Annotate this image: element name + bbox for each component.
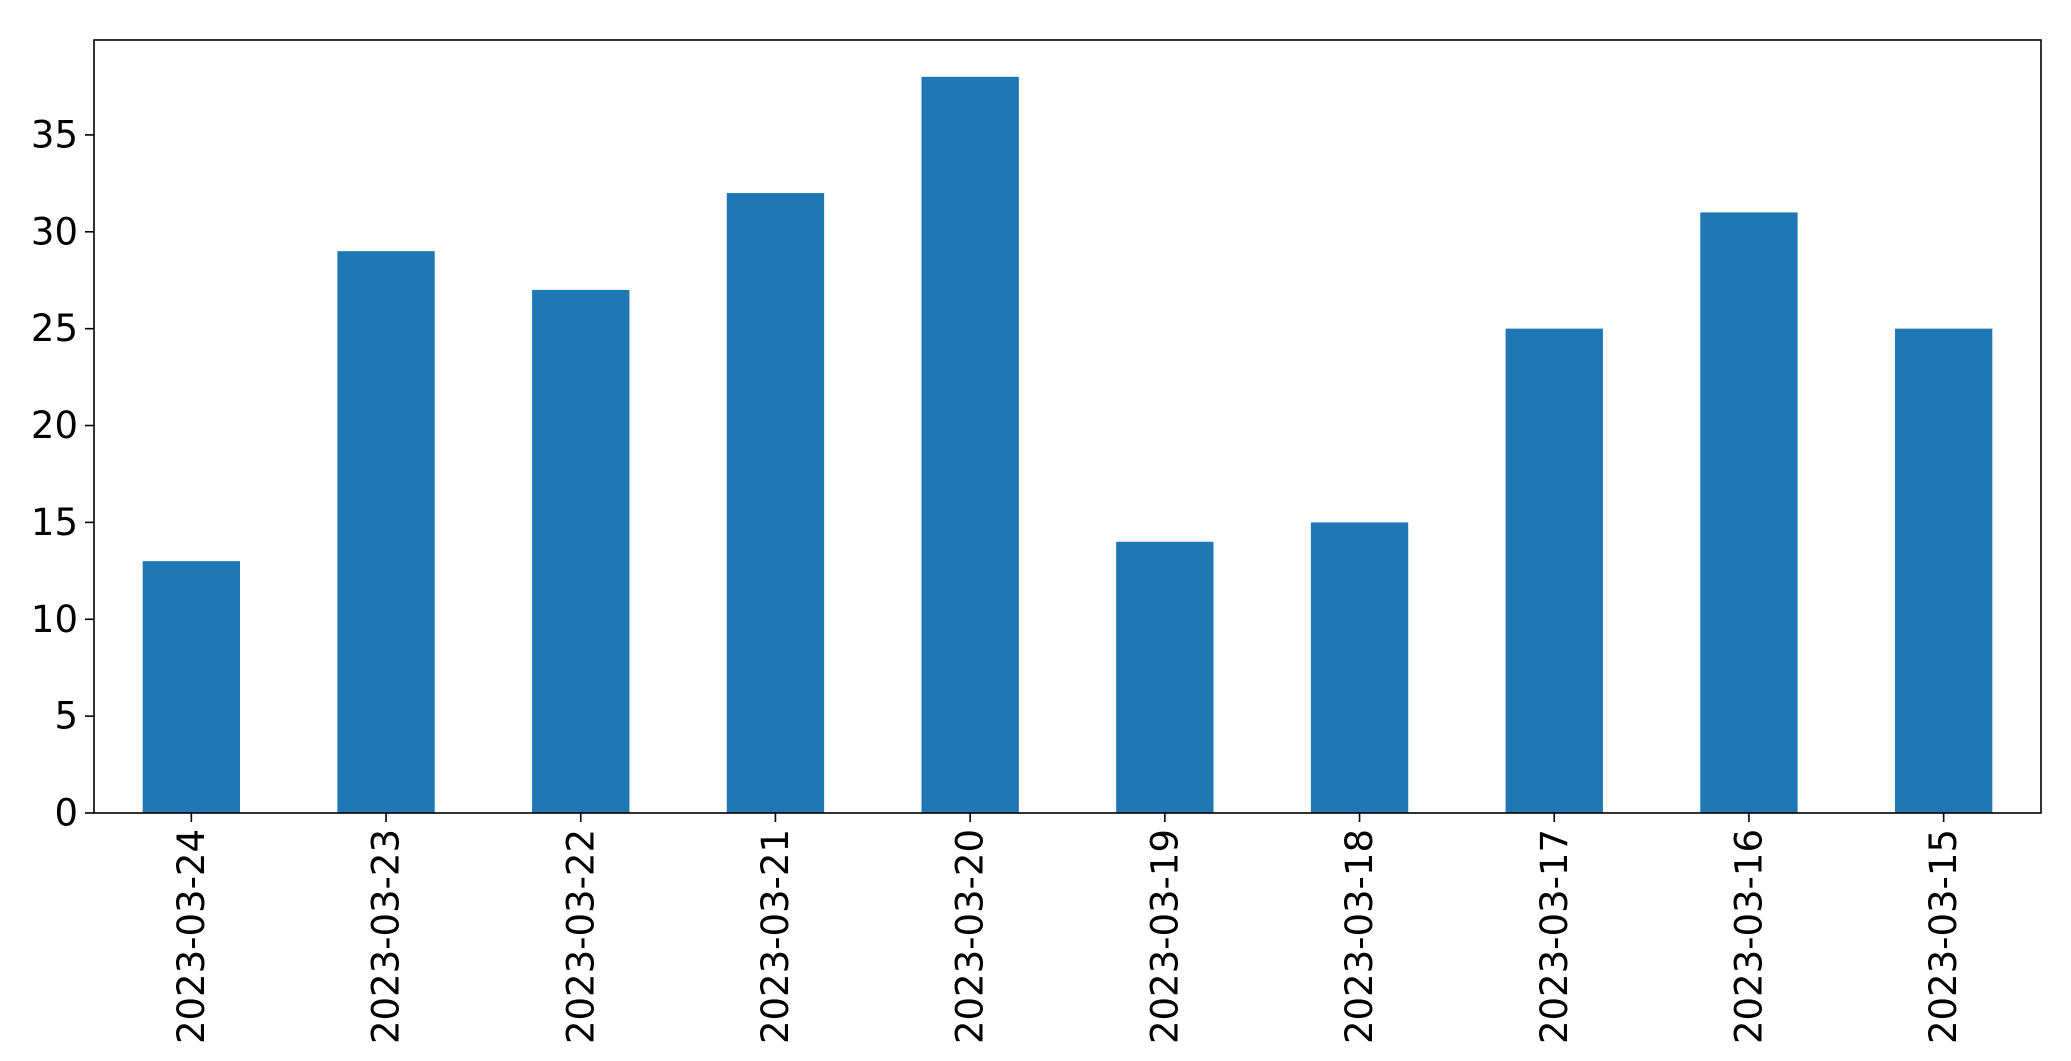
bar-2023-03-23 <box>337 251 435 814</box>
x-tick-label: 2023-03-19 <box>1143 829 1186 1044</box>
y-tick-label: 25 <box>31 307 78 350</box>
x-tick-label: 2023-03-22 <box>559 829 602 1044</box>
bar-2023-03-17 <box>1505 328 1603 813</box>
bar-2023-03-21 <box>726 193 825 814</box>
x-tick-label: 2023-03-24 <box>170 829 213 1044</box>
y-tick-label: 15 <box>31 501 78 544</box>
x-tick-label: 2023-03-17 <box>1533 829 1576 1044</box>
y-tick-label: 5 <box>54 695 78 738</box>
plot-frame <box>93 39 2042 814</box>
bar-2023-03-15 <box>1894 328 1993 813</box>
bar-2023-03-18 <box>1310 522 1409 813</box>
x-tick-label: 2023-03-21 <box>754 829 797 1044</box>
y-tick-label: 35 <box>31 113 78 156</box>
y-tick-label: 0 <box>54 792 78 835</box>
x-tick-label: 2023-03-23 <box>365 829 408 1044</box>
x-tick-label: 2023-03-16 <box>1727 829 1770 1044</box>
x-tick-label: 2023-03-18 <box>1338 829 1381 1044</box>
y-tick-label: 30 <box>31 210 78 253</box>
bar-2023-03-20 <box>921 76 1019 814</box>
y-tick-label: 10 <box>31 598 78 641</box>
x-tick-label: 2023-03-20 <box>949 829 992 1044</box>
x-tick-label: 2023-03-15 <box>1922 829 1965 1044</box>
y-tick-label: 20 <box>31 404 78 447</box>
bar-2023-03-19 <box>1116 541 1214 813</box>
bar-2023-03-16 <box>1700 212 1798 813</box>
y-axis: 0 5 10 15 20 25 30 35 <box>31 113 94 835</box>
bar-2023-03-24 <box>142 561 241 813</box>
bars <box>142 76 1993 814</box>
x-axis: 2023-03-24 2023-03-23 2023-03-22 2023-03-21… <box>170 813 1965 1044</box>
bar-2023-03-22 <box>532 289 630 813</box>
